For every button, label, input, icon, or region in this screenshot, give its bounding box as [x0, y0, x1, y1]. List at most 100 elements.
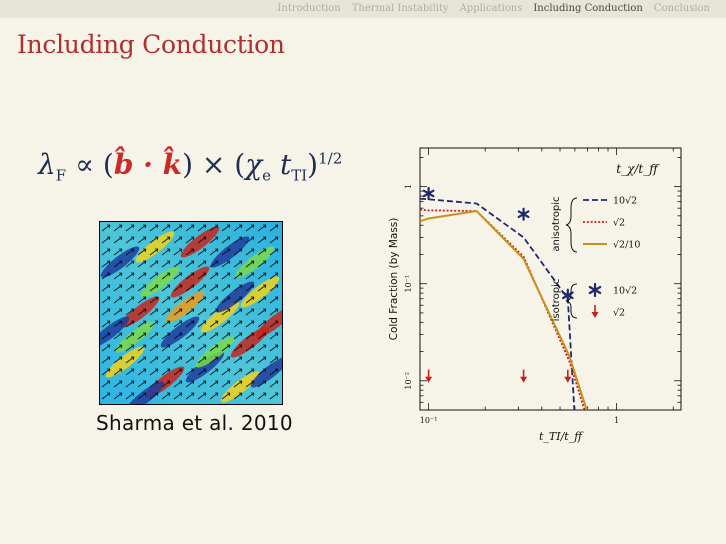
field-vector [101, 356, 111, 364]
field-vector [197, 392, 207, 400]
field-vector [221, 296, 231, 304]
field-vector [161, 248, 171, 256]
field-vector [137, 248, 147, 256]
legend-label: √2 [613, 308, 625, 319]
nav-item-applications[interactable]: Applications [459, 3, 523, 14]
field-blob [210, 236, 250, 268]
field-vector [269, 236, 279, 244]
field-vector [209, 248, 219, 256]
field-vector [233, 392, 243, 400]
legend-brace [565, 197, 578, 253]
field-vector [257, 332, 267, 340]
field-vector [269, 392, 279, 400]
field-vector [137, 296, 147, 304]
field-vector [137, 284, 147, 292]
field-vector [269, 320, 279, 328]
upper-limit-arrow [520, 369, 528, 383]
y-tick-label: 1 [404, 184, 413, 189]
field-vector [197, 308, 207, 316]
field-vector [257, 224, 267, 232]
field-vector [257, 296, 267, 304]
field-vector [101, 260, 111, 268]
field-vector [245, 296, 255, 304]
field-vector [137, 308, 147, 316]
field-vector [101, 296, 111, 304]
field-vector [269, 380, 279, 388]
field-vector [209, 356, 219, 364]
field-vector [185, 260, 195, 268]
field-blob [125, 381, 165, 404]
field-vector [209, 320, 219, 328]
field-vector [221, 320, 231, 328]
legend-swatch [588, 282, 602, 298]
legend-label: √2/10 [613, 240, 640, 251]
legend-label: 10√2 [613, 196, 637, 207]
field-vector [269, 272, 279, 280]
field-vector [209, 344, 219, 352]
field-vector [161, 308, 171, 316]
field-vector [173, 344, 183, 352]
field-vector [257, 272, 267, 280]
field-vector [269, 248, 279, 256]
field-vector [113, 272, 123, 280]
field-vector [161, 332, 171, 340]
field-vector [221, 356, 231, 364]
field-vector [161, 320, 171, 328]
series-line [420, 197, 576, 410]
field-vector [125, 332, 135, 340]
field-blob [115, 321, 155, 353]
nav-item-including-conduction[interactable]: Including Conduction [533, 3, 643, 14]
field-vector [245, 344, 255, 352]
field-vector [185, 320, 195, 328]
y-tick-label: 10⁻² [404, 372, 413, 390]
field-vector [209, 380, 219, 388]
series-line [420, 208, 586, 410]
field-vector [245, 356, 255, 364]
cold-fraction-chart: 10⁻¹ 1 10⁻² 10⁻¹ 1 t_TI/t_ff Cold Fraction (by… [388, 147, 682, 443]
field-vector [125, 284, 135, 292]
field-blob [165, 291, 205, 323]
field-vector [125, 296, 135, 304]
image-caption: Sharma et al. 2010 [96, 411, 293, 435]
field-vector [269, 332, 279, 340]
field-vector [137, 356, 147, 364]
field-vector [197, 344, 207, 352]
legend-label: √2 [613, 218, 625, 229]
field-vector [149, 272, 159, 280]
field-vector [185, 392, 195, 400]
field-vector [197, 368, 207, 376]
x-tick-label: 10⁻¹ [420, 416, 438, 425]
nav-item-introduction[interactable]: Introduction [277, 3, 341, 14]
field-vector [125, 380, 135, 388]
field-vector [233, 380, 243, 388]
nav-item-conclusion[interactable]: Conclusion [653, 3, 710, 14]
formula-power: 1/2 [318, 149, 343, 168]
field-vector [209, 284, 219, 292]
field-vector [137, 272, 147, 280]
field-vector [245, 272, 255, 280]
field-vector [113, 368, 123, 376]
field-vector [209, 368, 219, 376]
field-vector [113, 344, 123, 352]
field-vector [269, 260, 279, 268]
field-vector [221, 368, 231, 376]
field-vector [257, 380, 267, 388]
legend-title: t_χ/t_ff [616, 162, 660, 176]
field-vector [137, 320, 147, 328]
field-vector [269, 356, 279, 364]
field-vector [137, 260, 147, 268]
field-blob [135, 231, 175, 263]
field-vector [161, 368, 171, 376]
x-tick-label: 1 [614, 416, 619, 425]
field-vector [149, 224, 159, 232]
formula-times: ) × ( [182, 148, 246, 181]
field-vector [197, 260, 207, 268]
field-vector [257, 344, 267, 352]
nav-item-thermal-instability[interactable]: Thermal Instability [351, 3, 449, 14]
field-vector [125, 368, 135, 376]
field-vector [161, 260, 171, 268]
field-vector [221, 224, 231, 232]
legend-label: 10√2 [613, 286, 637, 297]
field-vector [257, 236, 267, 244]
asterisk-point [517, 207, 530, 221]
